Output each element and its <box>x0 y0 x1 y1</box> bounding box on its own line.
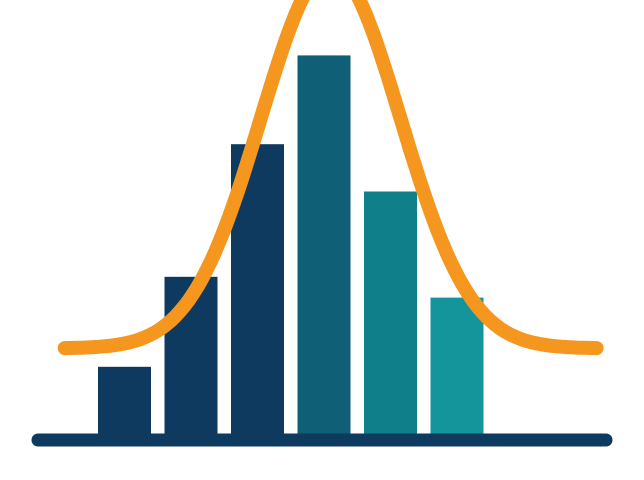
bar-6 <box>430 297 484 436</box>
bar-5 <box>364 191 417 436</box>
bars-group <box>98 55 484 437</box>
bar-1 <box>98 366 151 436</box>
bell-curve-line <box>57 0 604 356</box>
bar-4 <box>297 55 351 437</box>
